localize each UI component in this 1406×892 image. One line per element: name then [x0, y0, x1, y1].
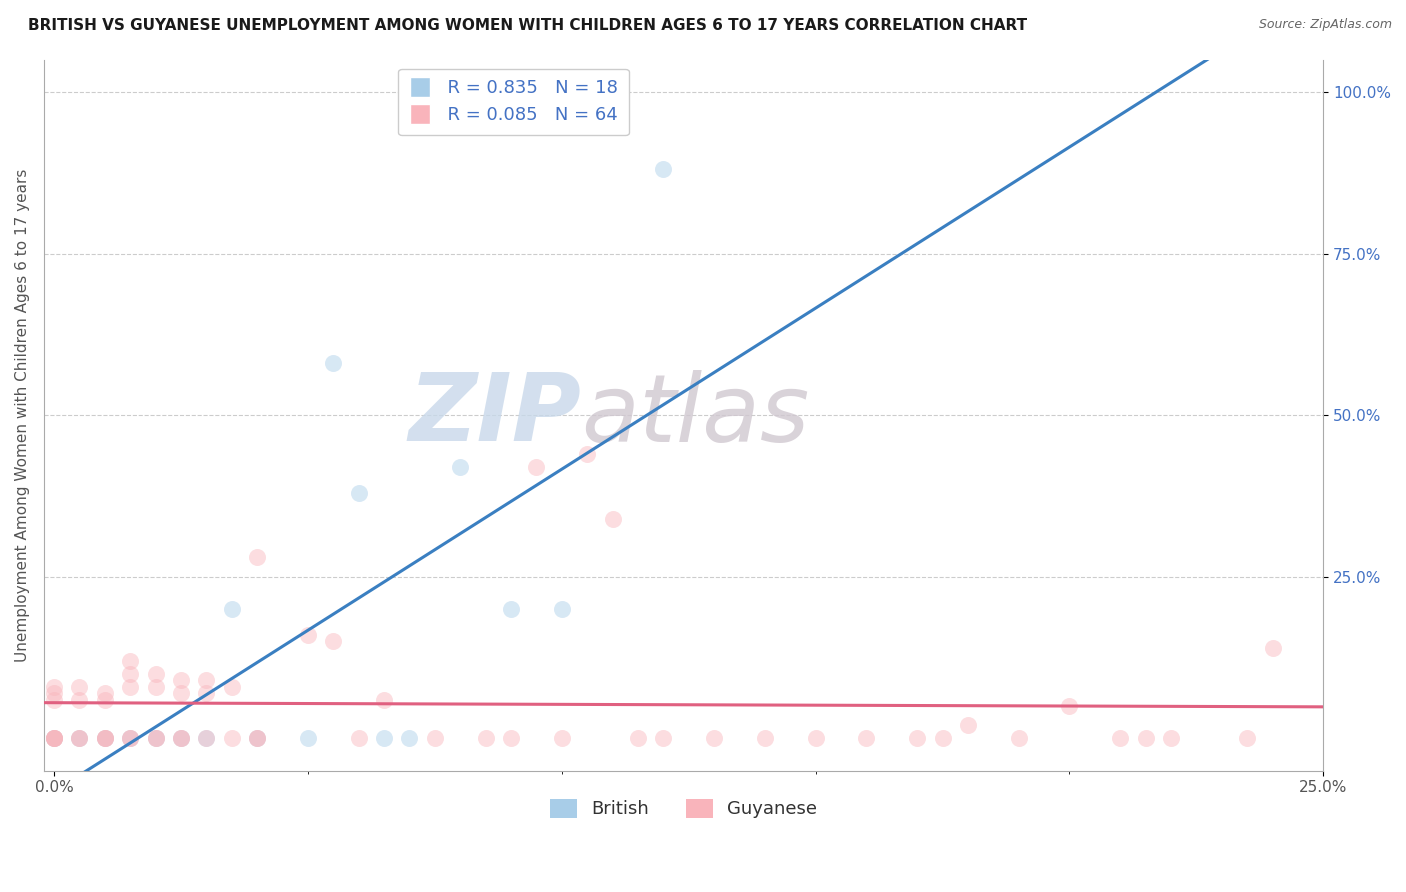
Point	[120, 731, 142, 746]
Point	[42, 692, 65, 706]
Point	[195, 731, 218, 746]
Point	[297, 628, 319, 642]
Point	[145, 731, 167, 746]
Point	[322, 356, 344, 370]
Point	[423, 731, 446, 746]
Point	[246, 731, 269, 746]
Point	[602, 511, 624, 525]
Point	[67, 692, 90, 706]
Point	[145, 666, 167, 681]
Point	[474, 731, 496, 746]
Point	[703, 731, 725, 746]
Point	[94, 692, 117, 706]
Point	[499, 602, 522, 616]
Point	[42, 680, 65, 694]
Point	[1261, 640, 1284, 655]
Point	[42, 686, 65, 700]
Text: atlas: atlas	[581, 369, 810, 460]
Point	[956, 718, 979, 732]
Point	[551, 602, 574, 616]
Point	[120, 666, 142, 681]
Point	[322, 634, 344, 648]
Point	[94, 686, 117, 700]
Point	[398, 731, 420, 746]
Point	[94, 731, 117, 746]
Point	[246, 550, 269, 565]
Point	[449, 459, 471, 474]
Text: Source: ZipAtlas.com: Source: ZipAtlas.com	[1258, 18, 1392, 31]
Text: BRITISH VS GUYANESE UNEMPLOYMENT AMONG WOMEN WITH CHILDREN AGES 6 TO 17 YEARS CO: BRITISH VS GUYANESE UNEMPLOYMENT AMONG W…	[28, 18, 1028, 33]
Point	[373, 731, 395, 746]
Point	[1236, 731, 1258, 746]
Point	[42, 731, 65, 746]
Point	[94, 731, 117, 746]
Point	[524, 459, 547, 474]
Point	[297, 731, 319, 746]
Point	[1160, 731, 1182, 746]
Point	[120, 731, 142, 746]
Point	[170, 686, 193, 700]
Point	[576, 447, 599, 461]
Point	[754, 731, 776, 746]
Point	[42, 731, 65, 746]
Point	[67, 731, 90, 746]
Point	[627, 731, 650, 746]
Point	[1059, 699, 1081, 714]
Point	[931, 731, 953, 746]
Point	[855, 731, 877, 746]
Point	[94, 731, 117, 746]
Point	[170, 731, 193, 746]
Point	[170, 731, 193, 746]
Legend: British, Guyanese: British, Guyanese	[543, 792, 824, 826]
Point	[120, 680, 142, 694]
Point	[246, 731, 269, 746]
Point	[67, 680, 90, 694]
Point	[221, 602, 243, 616]
Point	[347, 731, 370, 746]
Point	[373, 692, 395, 706]
Point	[195, 686, 218, 700]
Y-axis label: Unemployment Among Women with Children Ages 6 to 17 years: Unemployment Among Women with Children A…	[15, 169, 30, 662]
Point	[145, 680, 167, 694]
Point	[551, 731, 574, 746]
Point	[195, 731, 218, 746]
Point	[1109, 731, 1132, 746]
Point	[120, 654, 142, 668]
Point	[1008, 731, 1031, 746]
Point	[67, 731, 90, 746]
Point	[42, 731, 65, 746]
Point	[221, 731, 243, 746]
Point	[42, 731, 65, 746]
Point	[145, 731, 167, 746]
Point	[145, 731, 167, 746]
Text: ZIP: ZIP	[408, 369, 581, 461]
Point	[170, 673, 193, 688]
Point	[347, 485, 370, 500]
Point	[195, 673, 218, 688]
Point	[94, 731, 117, 746]
Point	[905, 731, 928, 746]
Point	[170, 731, 193, 746]
Point	[652, 162, 675, 177]
Point	[221, 680, 243, 694]
Point	[120, 731, 142, 746]
Point	[42, 731, 65, 746]
Point	[499, 731, 522, 746]
Point	[67, 731, 90, 746]
Point	[804, 731, 827, 746]
Point	[652, 731, 675, 746]
Point	[1135, 731, 1157, 746]
Point	[246, 731, 269, 746]
